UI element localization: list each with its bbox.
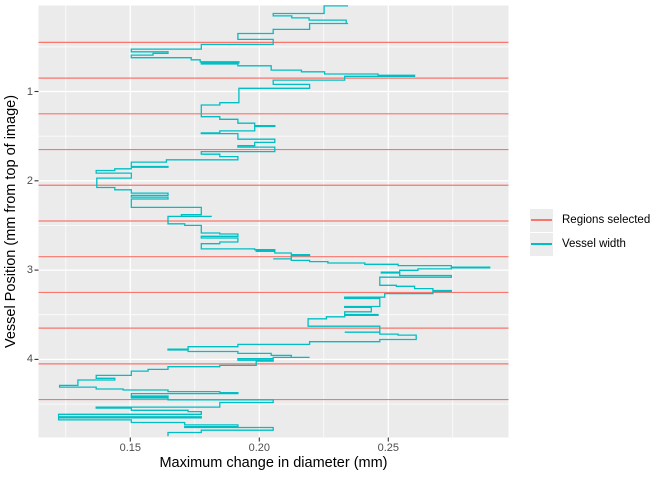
y-tick-label-1: 1	[26, 85, 33, 98]
y-axis-title: Vessel Position (mm from top of image)	[3, 94, 19, 349]
x-tick-label-0.25: 0.25	[377, 442, 399, 454]
vessel-width-path	[57, 5, 491, 437]
x-axis-title: Maximum change in diameter (mm)	[159, 455, 388, 471]
axis-tick-marks	[34, 90, 389, 442]
y-tick-label-2: 2	[26, 174, 33, 187]
legend-entry-vessel-width: Vessel width	[530, 232, 650, 256]
legend-key-vessel-width	[530, 232, 553, 256]
legend: Regions selected Vessel width	[530, 208, 650, 256]
x-tick-label-0.20: 0.20	[248, 442, 270, 454]
red-line-swatch-icon	[531, 219, 552, 221]
legend-label-regions-selected: Regions selected	[562, 214, 651, 226]
y-tick-label-4: 4	[26, 353, 33, 366]
legend-key-regions-selected	[530, 208, 553, 232]
y-tick-label-3: 3	[26, 264, 33, 277]
x-tick-label-0.15: 0.15	[119, 442, 141, 454]
cyan-line-swatch-icon	[531, 243, 552, 245]
legend-label-vessel-width: Vessel width	[562, 238, 626, 250]
legend-entry-regions-selected: Regions selected	[530, 208, 650, 232]
